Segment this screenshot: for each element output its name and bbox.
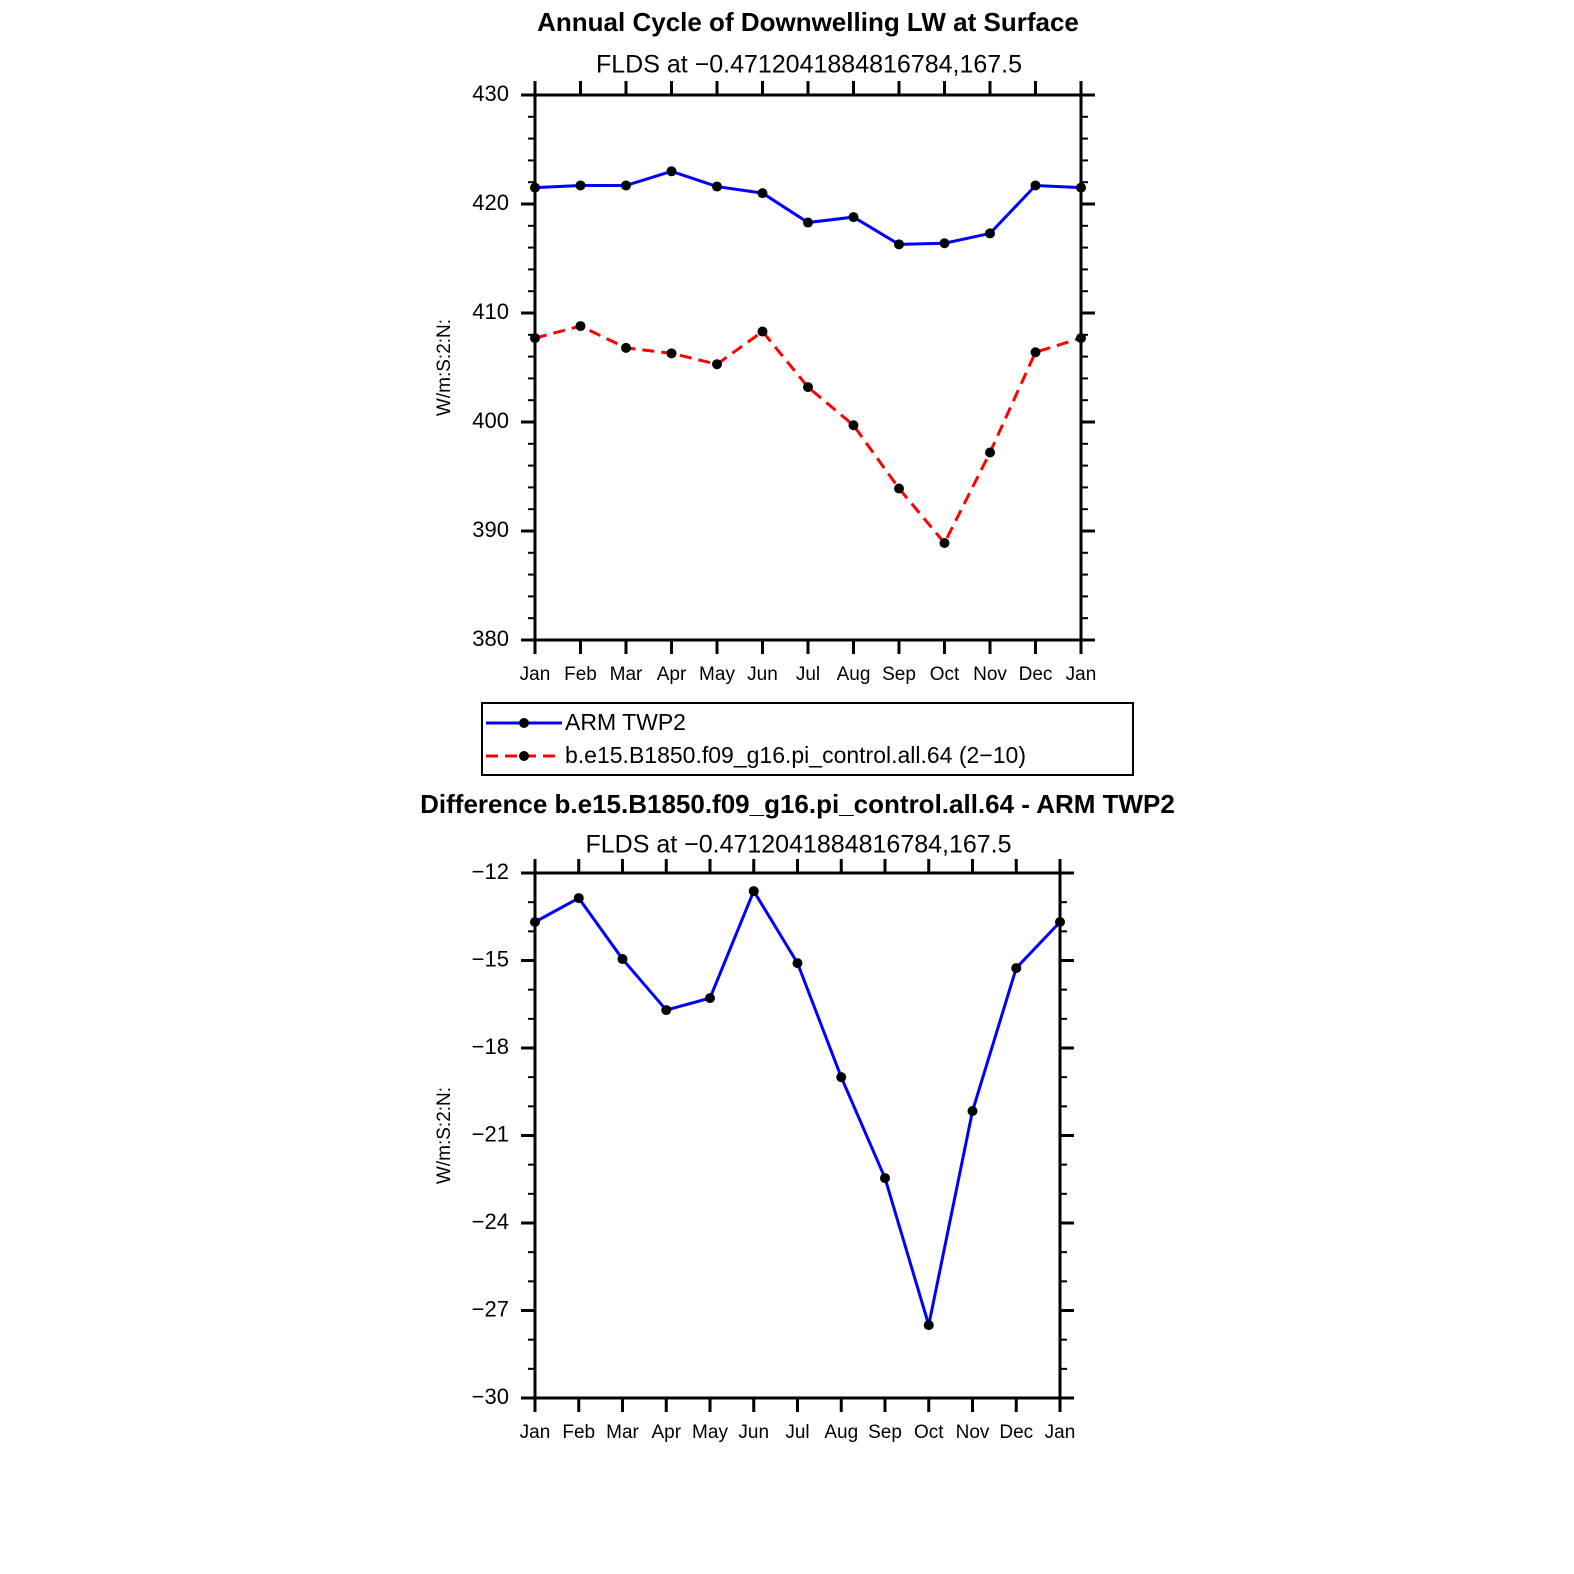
marker [894,483,904,494]
marker [575,180,586,191]
marker [894,239,904,250]
marker [985,447,995,458]
marker [705,993,715,1004]
marker [923,1320,934,1331]
legend-label: ARM TWP2 [565,709,686,735]
y-axis-label: W/m:S:2:N: [434,1087,455,1184]
marker [792,958,803,969]
chart-subtitle: FLDS at −0.4712041884816784,167.5 [596,51,1022,79]
x-tick-label: Dec [999,1422,1033,1443]
y-tick-label: 430 [472,81,509,106]
x-tick-label: Mar [610,664,643,685]
x-tick-label: Jan [1045,1422,1076,1443]
legend-box [481,702,1134,776]
x-tick-label: Dec [1019,664,1053,685]
marker [661,1005,672,1016]
marker [967,1106,978,1116]
plot-frame [533,93,1083,642]
x-tick-label: Nov [956,1422,990,1443]
y-tick-label: −30 [472,1384,509,1409]
x-tick-label: Sep [882,664,916,685]
marker [617,954,628,965]
marker [666,166,677,177]
x-tick-label: May [692,1422,728,1443]
y-tick-label: 390 [472,517,509,542]
marker [530,182,540,193]
marker [666,348,677,359]
plot-frame [533,871,1062,1400]
marker [621,342,631,353]
marker [1055,917,1065,927]
marker [712,181,722,192]
x-tick-label: Apr [651,1422,681,1443]
marker [757,188,768,199]
x-tick-label: Jan [520,664,551,685]
marker [1030,180,1041,191]
x-tick-label: Jun [738,1422,769,1443]
x-tick-label: Feb [564,664,597,685]
marker [1076,182,1086,193]
marker [1011,963,1022,974]
y-tick-label: −12 [472,859,509,884]
marker [757,326,768,337]
chart-title: Annual Cycle of Downwelling LW at Surfac… [537,7,1079,37]
chart-subtitle: FLDS at −0.4712041884816784,167.5 [585,831,1011,859]
x-tick-label: Jul [796,664,820,685]
marker [848,420,859,431]
legend-marker [519,751,529,761]
marker [939,537,950,548]
y-tick-label: 380 [472,626,509,651]
y-tick-label: 420 [472,190,509,215]
x-tick-label: Oct [930,664,960,685]
x-tick-label: Oct [914,1422,944,1443]
series-line [534,169,1082,246]
y-tick-label: −15 [472,946,509,971]
marker [621,180,631,191]
x-tick-label: Jan [1066,664,1097,685]
marker [880,1173,890,1184]
y-tick-label: −24 [472,1209,509,1234]
marker [748,886,759,897]
marker [1030,347,1041,358]
y-tick-label: 410 [472,299,509,324]
legend-marker [519,718,529,728]
marker [573,893,584,904]
marker [985,228,995,239]
marker [712,359,722,370]
x-tick-label: Mar [606,1422,639,1443]
marker [530,333,540,344]
x-tick-label: Aug [837,664,871,685]
y-tick-label: −27 [472,1296,509,1321]
y-tick-label: 400 [472,408,509,433]
series-line [534,324,1082,546]
marker [836,1072,847,1083]
legend-label: b.e15.B1850.f09_g16.pi_control.all.64 (2… [565,742,1026,768]
x-tick-label: Jan [520,1422,551,1443]
marker [530,917,540,927]
marker [939,238,950,249]
x-tick-label: Jun [747,664,778,685]
marker [803,382,813,393]
x-tick-label: Jul [785,1422,809,1443]
x-tick-label: Apr [657,664,687,685]
marker [575,321,586,332]
chart-title: Difference b.e15.B1850.f09_g16.pi_contro… [420,789,1175,819]
x-tick-label: Nov [973,664,1007,685]
x-tick-label: Sep [868,1422,902,1443]
y-tick-label: −21 [472,1121,509,1146]
marker [1076,333,1086,344]
x-tick-label: Aug [824,1422,858,1443]
y-axis-label: W/m:S:2:N: [434,319,455,416]
series-line [534,887,1062,1326]
x-tick-label: Feb [562,1422,595,1443]
marker [848,212,859,223]
y-tick-label: −18 [472,1034,509,1059]
x-tick-label: May [699,664,735,685]
marker [803,217,813,228]
